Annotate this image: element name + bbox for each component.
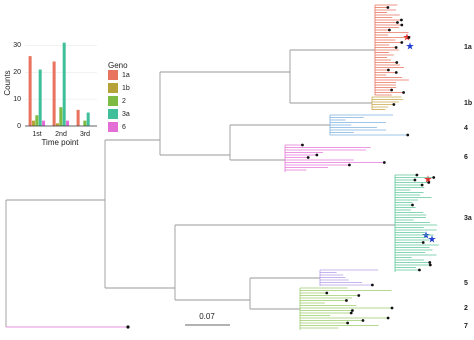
tip [390,306,394,310]
tip [415,173,419,177]
tip [361,319,365,322]
tip [421,241,425,244]
tip [406,133,410,137]
x-tick-label: 2nd [55,131,67,138]
legend-swatch [108,109,118,119]
tip [402,91,405,94]
scale-label: 0.07 [199,312,215,321]
x-tick-label: 3rd [80,131,90,138]
tip [392,103,396,106]
star: ★ [403,33,412,44]
clade-label: 1b [464,100,472,107]
star: ★ [406,42,415,53]
tip [427,181,431,184]
clade-label: 6 [464,154,468,161]
y-tick-label: 20 [13,69,21,76]
bar [76,109,80,126]
tip [428,261,432,264]
tip [345,299,348,302]
tip [400,18,403,22]
tip [386,6,390,9]
tip [432,176,436,179]
y-tick-label: 10 [13,96,21,103]
clade-label: 2 [464,305,468,312]
star: ★ [428,235,437,246]
tip [394,71,398,74]
legend-label: 2 [122,98,126,105]
tip [357,294,361,297]
clade-label: 5 [464,280,468,287]
bar [86,112,90,126]
bar [59,107,63,126]
star: ★ [424,175,433,186]
tip [388,28,391,32]
tip [396,21,399,24]
tip [348,163,351,167]
tip [418,268,421,272]
legend-label: 6 [122,124,126,131]
legend-swatch [108,70,118,80]
legend-swatch [108,96,118,106]
bar [35,115,39,126]
bar [38,69,42,126]
legend-swatch [108,83,118,93]
legend-swatch [108,122,118,132]
tip [390,88,394,92]
tip [325,291,329,295]
tip [301,143,304,147]
tip [306,156,310,159]
bar [42,120,46,126]
tip [413,178,417,182]
tip [349,311,353,315]
x-axis-label: Time point [41,138,79,147]
tip [350,309,354,312]
tip [387,68,390,72]
clade-label: 1a [464,44,472,51]
y-axis-label: Counts [3,70,12,95]
tip [420,183,424,187]
clade-label: 4 [464,125,468,132]
y-tick-label: 30 [13,42,21,49]
tip [407,36,411,39]
x-tick-label: 1st [32,131,41,138]
tip [400,23,404,27]
tip [315,153,319,157]
legend-title: Geno [108,61,128,70]
tip [400,41,404,44]
legend-label: 1a [122,72,130,79]
tip [126,325,130,329]
tip [411,203,414,207]
tip [370,283,374,287]
bar [66,120,70,126]
tip [395,61,399,64]
clade-label: 7 [464,323,468,330]
tip [382,161,386,164]
tip [346,321,350,325]
bar [62,42,66,126]
bar [83,120,87,126]
legend-label: 3a [122,111,130,118]
tip [394,46,398,49]
bar [31,120,35,126]
legend-label: 1b [122,85,130,92]
tip [428,263,432,267]
clade-label: 3a [464,215,472,222]
star: ★ [422,231,431,242]
bar [52,61,56,126]
bar [55,123,59,126]
tip [386,316,390,320]
bar [28,56,32,126]
y-tick-label: 0 [17,123,21,130]
